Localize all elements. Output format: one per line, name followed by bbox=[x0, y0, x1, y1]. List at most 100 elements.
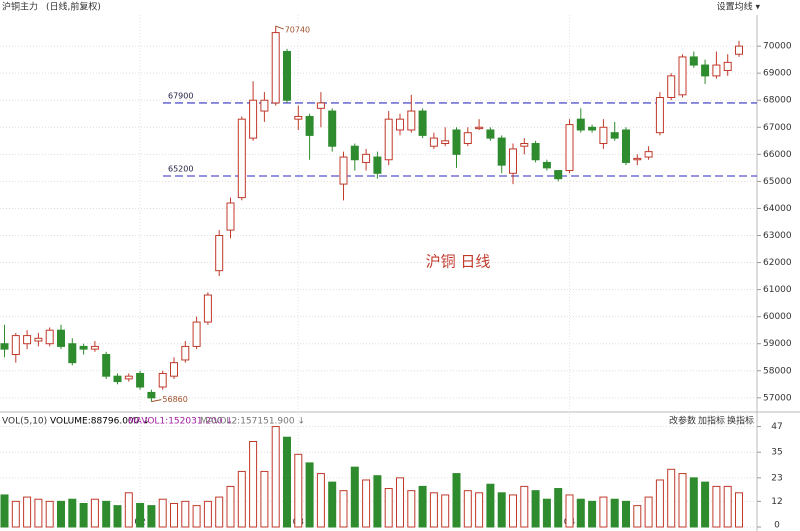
candle-body bbox=[441, 140, 450, 145]
candle-body bbox=[271, 32, 280, 104]
volume-bar bbox=[249, 441, 258, 528]
candle-body bbox=[588, 126, 597, 131]
volume-bar bbox=[203, 500, 212, 528]
button[interactable]: 换指标 bbox=[727, 415, 754, 427]
candle-body bbox=[68, 343, 77, 364]
volume-bar bbox=[339, 490, 348, 528]
candle-body bbox=[554, 170, 563, 180]
candle-body bbox=[113, 375, 122, 383]
candle-body bbox=[362, 153, 371, 163]
y-tick-label: 67000 bbox=[763, 123, 792, 133]
low-label: 56860 bbox=[162, 395, 187, 404]
y-tick-label: 0 bbox=[774, 521, 780, 531]
volume-bar bbox=[667, 468, 676, 528]
y-tick-label: 64000 bbox=[763, 204, 792, 214]
vol-header: VOL(5,10) bbox=[2, 417, 47, 427]
volume-bar bbox=[102, 500, 111, 528]
volume-bar bbox=[90, 498, 99, 528]
y-tick-label: 69000 bbox=[763, 69, 792, 79]
candle-body bbox=[396, 118, 404, 131]
level-label: 67900 bbox=[168, 91, 193, 100]
candle-body bbox=[678, 56, 687, 96]
button[interactable]: 改参数 bbox=[669, 415, 696, 427]
button[interactable]: 加指标 bbox=[698, 415, 725, 427]
candle-body bbox=[0, 343, 9, 350]
candle-body bbox=[158, 372, 167, 388]
volume-bar bbox=[384, 488, 393, 528]
volume-bar bbox=[396, 477, 404, 528]
volume-bar bbox=[735, 492, 743, 528]
volume-bar bbox=[520, 485, 529, 528]
volume-bar bbox=[701, 481, 710, 528]
volume-bar bbox=[215, 496, 224, 528]
y-tick-label: 68000 bbox=[763, 96, 792, 106]
volume-bar bbox=[271, 426, 280, 528]
y-tick-label: 61000 bbox=[763, 285, 792, 295]
volume-bar bbox=[362, 479, 371, 528]
volume-bar bbox=[429, 492, 438, 528]
candle-body bbox=[79, 345, 88, 350]
candle-body bbox=[147, 391, 156, 399]
candle-body bbox=[509, 148, 517, 174]
candle-body bbox=[542, 161, 551, 169]
candle-body bbox=[520, 143, 529, 147]
volume-bar bbox=[192, 505, 201, 528]
volume-bar bbox=[283, 436, 291, 528]
volume-bar bbox=[723, 485, 732, 528]
volume-bar bbox=[554, 488, 563, 528]
volume-bar bbox=[260, 470, 269, 528]
volume-bar bbox=[622, 500, 630, 528]
volume-bar bbox=[328, 481, 337, 528]
candle-body bbox=[283, 51, 291, 101]
candle-body bbox=[429, 137, 438, 147]
volume-bar bbox=[147, 505, 156, 528]
candle-body bbox=[339, 156, 348, 185]
level-label: 65200 bbox=[168, 164, 193, 173]
candle-body bbox=[384, 118, 393, 161]
candle-body bbox=[215, 234, 224, 272]
volume-bar bbox=[441, 494, 450, 528]
vol-header: MAVOL1:152031.200 ↓ bbox=[128, 417, 233, 427]
y-tick-label: 47 bbox=[771, 422, 782, 432]
candle-body bbox=[644, 151, 653, 158]
candle-body bbox=[565, 124, 574, 172]
volume-bar bbox=[565, 494, 574, 528]
candle-body bbox=[57, 329, 65, 347]
candle-body bbox=[723, 61, 732, 71]
candle-body bbox=[610, 132, 619, 139]
volume-bar bbox=[689, 477, 698, 528]
candle-body bbox=[11, 335, 20, 356]
candle-body bbox=[249, 99, 258, 139]
volume-bar bbox=[34, 498, 43, 528]
candle-body bbox=[486, 129, 495, 139]
y-tick-label: 65000 bbox=[763, 177, 792, 187]
volume-bar bbox=[136, 502, 145, 528]
volume-bar bbox=[79, 502, 88, 528]
y-tick-label: 66000 bbox=[763, 150, 792, 160]
candle-body bbox=[689, 56, 698, 66]
ma-menu[interactable]: 设置均线 ▾ bbox=[717, 1, 761, 13]
y-tick-label: 59000 bbox=[763, 339, 792, 349]
y-tick-label: 70000 bbox=[763, 42, 792, 52]
candle-body bbox=[181, 345, 190, 361]
volume-bar bbox=[576, 498, 585, 528]
candle-body bbox=[316, 102, 325, 109]
volume-bar bbox=[712, 485, 721, 528]
candle-body bbox=[136, 372, 145, 388]
volume-bar bbox=[226, 485, 235, 528]
y-tick-label: 60000 bbox=[763, 312, 792, 322]
candle-body bbox=[407, 110, 416, 131]
volume-bar bbox=[23, 496, 32, 528]
candle-body bbox=[452, 129, 461, 155]
y-tick-label: 12 bbox=[771, 497, 782, 507]
vol-header: MAVOL2:157151.900 ↓ bbox=[200, 417, 305, 427]
volume-bar bbox=[509, 494, 517, 528]
chart-subtitle: (日线,前复权) bbox=[46, 1, 101, 13]
candle-body bbox=[260, 99, 269, 112]
candle-body bbox=[294, 115, 303, 120]
volume-bar bbox=[305, 462, 314, 528]
candle-body bbox=[226, 202, 235, 231]
y-tick-label: 63000 bbox=[763, 231, 792, 241]
